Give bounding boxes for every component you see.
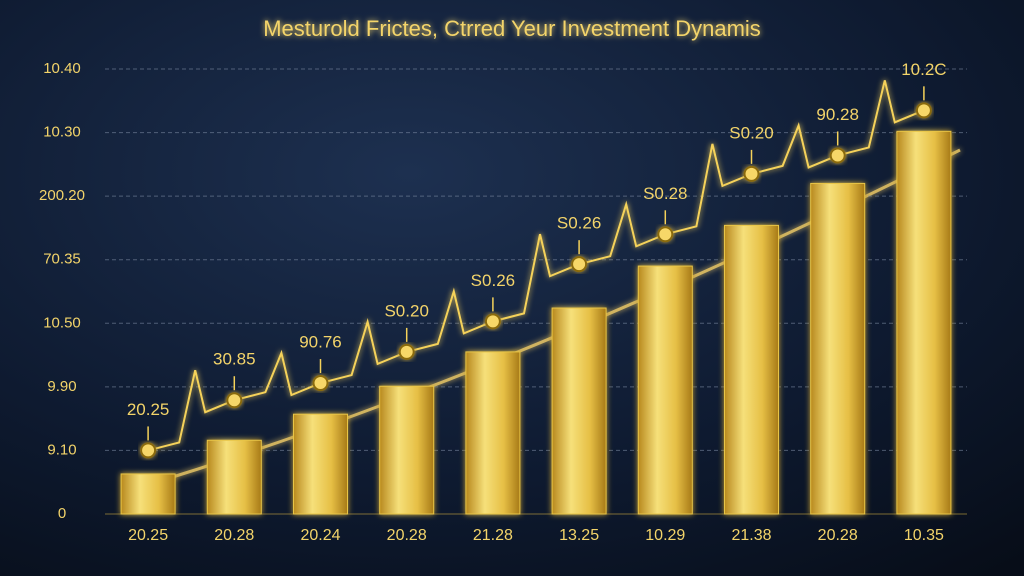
x-tick-label: 10.35	[904, 527, 944, 544]
x-tick-label: 20.28	[387, 527, 427, 544]
point	[915, 102, 932, 119]
point-annotation: 90.76	[299, 333, 342, 352]
bar	[206, 439, 262, 515]
point-annotation: 20.25	[127, 400, 170, 419]
x-tick-label: 20.28	[818, 527, 858, 544]
point	[140, 442, 157, 459]
bar	[551, 307, 607, 515]
x-tick-label: 20.25	[128, 527, 168, 544]
x-tick-label: 13.25	[559, 527, 599, 544]
x-tick-label: 20.24	[300, 527, 340, 544]
bar	[379, 385, 435, 515]
x-tick-label: 21.38	[731, 527, 771, 544]
bar	[724, 224, 779, 515]
y-tick-label: 70.35	[43, 251, 81, 268]
y-tick-label: 0	[58, 505, 66, 522]
point-annotation: 30.85	[213, 350, 256, 369]
point-annotation: S0.26	[557, 214, 601, 233]
point	[743, 165, 760, 182]
x-tick-label: 10.29	[645, 527, 685, 544]
x-tick-label: 20.28	[214, 527, 254, 544]
y-tick-label: 10.30	[43, 124, 81, 141]
y-tick-label: 200.20	[39, 187, 85, 204]
point-annotation: 90.28	[816, 105, 859, 124]
bar	[465, 351, 521, 515]
point	[226, 392, 243, 409]
point	[657, 226, 674, 243]
point-annotation: S0.28	[643, 184, 687, 203]
point	[312, 375, 329, 392]
point	[398, 343, 415, 360]
bar	[810, 182, 866, 515]
bar	[293, 413, 348, 515]
point-annotation: 10.2C	[901, 60, 946, 79]
x-tick-label: 21.28	[473, 527, 513, 544]
y-tick-label: 10.50	[43, 314, 81, 331]
point-annotation: S0.20	[729, 123, 773, 142]
point	[571, 256, 588, 273]
point	[829, 147, 846, 164]
bar	[120, 473, 176, 515]
bar	[896, 130, 952, 515]
chart-title: Mesturold Frictes, Ctrred Yeur Investmen…	[263, 16, 761, 41]
point	[484, 313, 501, 330]
y-tick-label: 9.10	[47, 441, 76, 458]
point-annotation: S0.26	[471, 271, 515, 290]
line	[147, 80, 925, 452]
y-tick-label: 10.40	[43, 60, 81, 77]
bar	[637, 265, 693, 515]
point-annotation: S0.20	[384, 301, 428, 320]
y-tick-label: 9.90	[47, 378, 76, 395]
